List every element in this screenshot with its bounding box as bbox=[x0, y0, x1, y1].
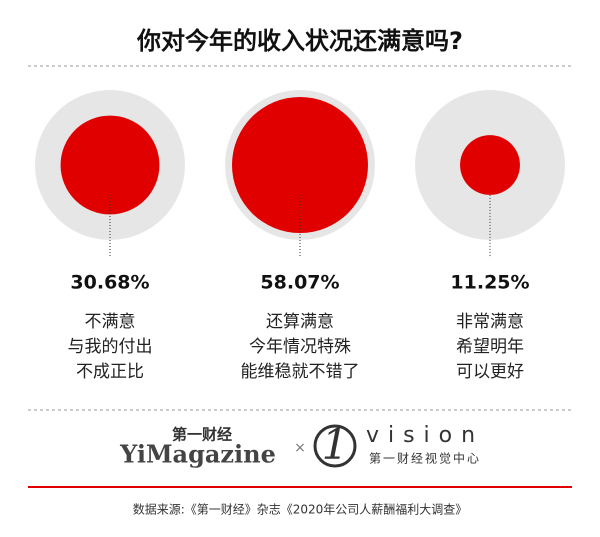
category-label: 可以更好 bbox=[456, 362, 524, 382]
brand-right-cn: 第一财经视觉中心 bbox=[369, 451, 481, 466]
value-circle bbox=[232, 97, 368, 233]
category-label: 希望明年 bbox=[456, 337, 524, 357]
category-label: 今年情况特殊 bbox=[249, 337, 351, 357]
brand-right-en: vision bbox=[366, 423, 484, 448]
value-label: 30.68% bbox=[70, 272, 149, 294]
value-label: 58.07% bbox=[260, 272, 339, 294]
category-label: 不成正比 bbox=[76, 362, 144, 382]
source: 数据来源:《第一财经》杂志《2020年公司人薪酬福利大调查》 bbox=[133, 502, 468, 517]
value-label: 11.25% bbox=[450, 272, 529, 294]
category-label: 与我的付出 bbox=[68, 337, 153, 357]
brand-logo-ring bbox=[313, 424, 357, 468]
category-label: 能维稳就不错了 bbox=[241, 362, 360, 382]
category-label: 还算满意 bbox=[266, 312, 334, 332]
value-circle bbox=[460, 135, 520, 195]
brand-left-en: YiMagazine bbox=[119, 440, 276, 469]
brand-left-cn: 第一财经 bbox=[172, 426, 232, 444]
category-label: 非常满意 bbox=[456, 312, 524, 332]
brand-separator: × bbox=[294, 440, 306, 456]
value-circle bbox=[60, 115, 160, 215]
category-label: 不满意 bbox=[85, 312, 136, 332]
chart-title: 你对今年的收入状况还满意吗? bbox=[136, 27, 463, 55]
